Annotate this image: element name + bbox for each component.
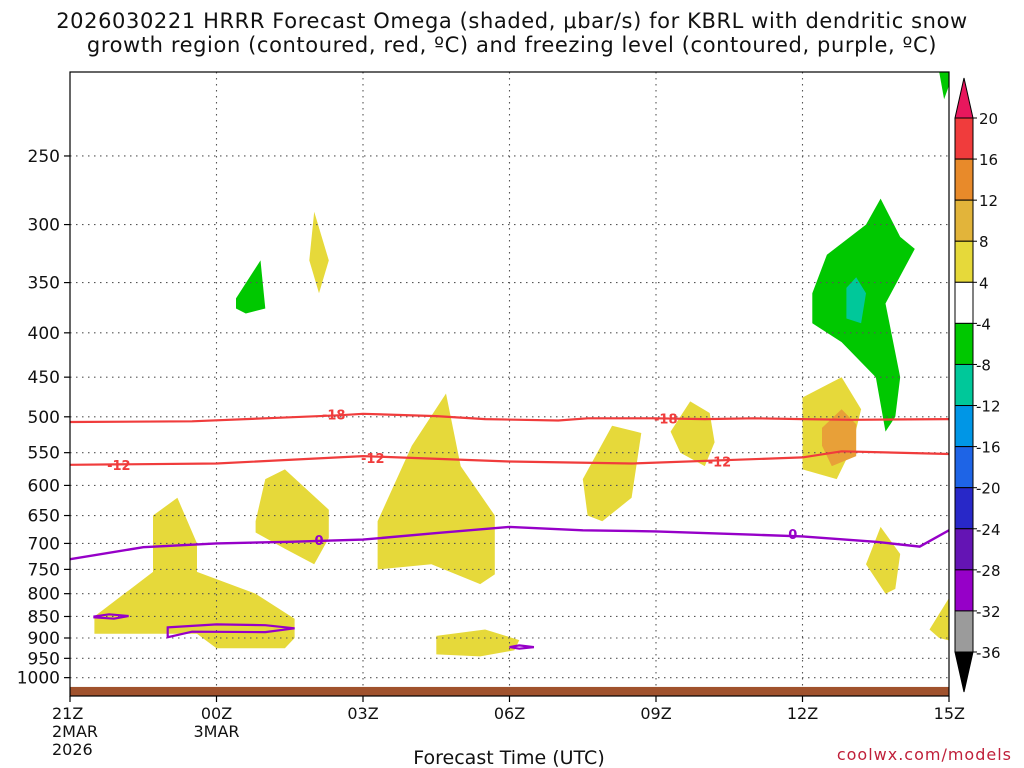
x-tick-label: 15Z [934, 704, 965, 723]
dgz-contour-label: -18 [322, 409, 346, 424]
colorbar-segment [954, 117, 974, 160]
colorbar-label: -4 [976, 315, 991, 333]
x-tick-label: 00Z [201, 704, 232, 723]
omega-region-neg12 [846, 277, 866, 324]
colorbar-label: 8 [979, 233, 989, 251]
colorbar-segment [954, 610, 974, 653]
colorbar-label: -24 [976, 521, 1001, 539]
x-tick-label: 12Z [787, 704, 818, 723]
x-axis-label: Forecast Time (UTC) [413, 747, 604, 768]
colorbar-segment [954, 487, 974, 530]
dgz-contour-label: -12 [107, 459, 131, 474]
freezing-level-loop [509, 644, 535, 650]
dgz-contour-label: -12 [361, 452, 385, 467]
freezing-level-label: 0 [788, 528, 797, 543]
colorbar-label: 20 [979, 110, 998, 128]
colorbar-label: -8 [976, 356, 991, 374]
colorbar-segment [954, 199, 974, 242]
freezing-level-line [70, 525, 949, 561]
omega-region-neg8 [812, 198, 915, 432]
x-tick-date-label: 2MAR [52, 722, 98, 741]
y-tick-label: 900 [28, 629, 60, 649]
colorbar-label: -28 [976, 562, 1001, 580]
omega-region-pos8 [670, 401, 715, 467]
x-tick-label: 21Z [52, 704, 83, 723]
y-tick-label: 400 [28, 324, 60, 344]
y-tick-label: 350 [28, 274, 60, 294]
omega-region-neg8 [236, 260, 266, 314]
omega-region-neg8 [939, 72, 949, 100]
y-tick-label: 250 [28, 147, 60, 167]
freezing-level-loop [93, 613, 129, 620]
colorbar-label: 12 [979, 192, 998, 210]
dgz-contour-label: -18 [654, 412, 678, 427]
colorbar-segment [954, 240, 974, 283]
colorbar-label: -20 [976, 480, 1001, 498]
omega-region-pos8 [929, 597, 949, 641]
colorbar-bottom-arrow [954, 651, 974, 693]
colorbar-label: -16 [976, 439, 1001, 457]
x-tick-label: 06Z [494, 704, 525, 723]
colorbar-label: 16 [979, 151, 998, 169]
colorbar-top-arrow [954, 77, 974, 119]
x-tick-date-label: 3MAR [193, 722, 239, 741]
colorbar-segment [954, 405, 974, 448]
colorbar-segment [954, 446, 974, 489]
colorbar-segment [954, 363, 974, 407]
y-tick-label: 500 [28, 408, 60, 428]
dgz-contour-line [70, 412, 949, 424]
omega-region-pos8 [309, 211, 329, 294]
x-tick-label: 09Z [640, 704, 671, 723]
y-tick-label: 750 [28, 560, 60, 580]
y-tick-label: 450 [28, 368, 60, 388]
colorbar-label: 4 [979, 274, 989, 292]
chart-title-line-2: growth region (contoured, red, ºC) and f… [86, 33, 938, 57]
colorbar-label: -32 [976, 603, 1001, 621]
colorbar-label: -36 [976, 644, 1001, 662]
y-tick-label: 550 [28, 444, 60, 464]
dgz-contour-label: -12 [708, 455, 732, 470]
colorbar-segment [954, 569, 974, 612]
omega-region-pos8 [582, 425, 642, 522]
colorbar-segment [954, 322, 974, 365]
chart-title-line-1: 2026030221 HRRR Forecast Omega (shaded, … [56, 9, 968, 33]
y-tick-label: 700 [28, 534, 60, 554]
y-tick-label: 600 [28, 476, 60, 496]
site-credit: coolwx.com/models [837, 745, 1012, 764]
y-tick-label: 650 [28, 507, 60, 527]
colorbar-segment [954, 158, 974, 201]
freezing-level-label: 0 [315, 534, 324, 549]
terrain-fill [70, 686, 949, 696]
colorbar-label: -12 [976, 398, 1001, 416]
dgz-contour-line [70, 450, 949, 466]
omega-region-pos8 [436, 629, 520, 657]
x-tick-label: 03Z [347, 704, 378, 723]
colorbar-segment [954, 281, 974, 324]
freezing-level-loop [166, 623, 295, 639]
x-tick-year-label: 2026 [52, 740, 93, 759]
omega-region-pos8 [94, 497, 295, 649]
y-tick-label: 800 [28, 585, 60, 605]
y-tick-label: 850 [28, 607, 60, 627]
y-tick-label: 300 [28, 216, 60, 236]
y-tick-label: 950 [28, 649, 60, 669]
colorbar-segment [954, 528, 974, 571]
y-tick-label: 1000 [17, 669, 60, 689]
